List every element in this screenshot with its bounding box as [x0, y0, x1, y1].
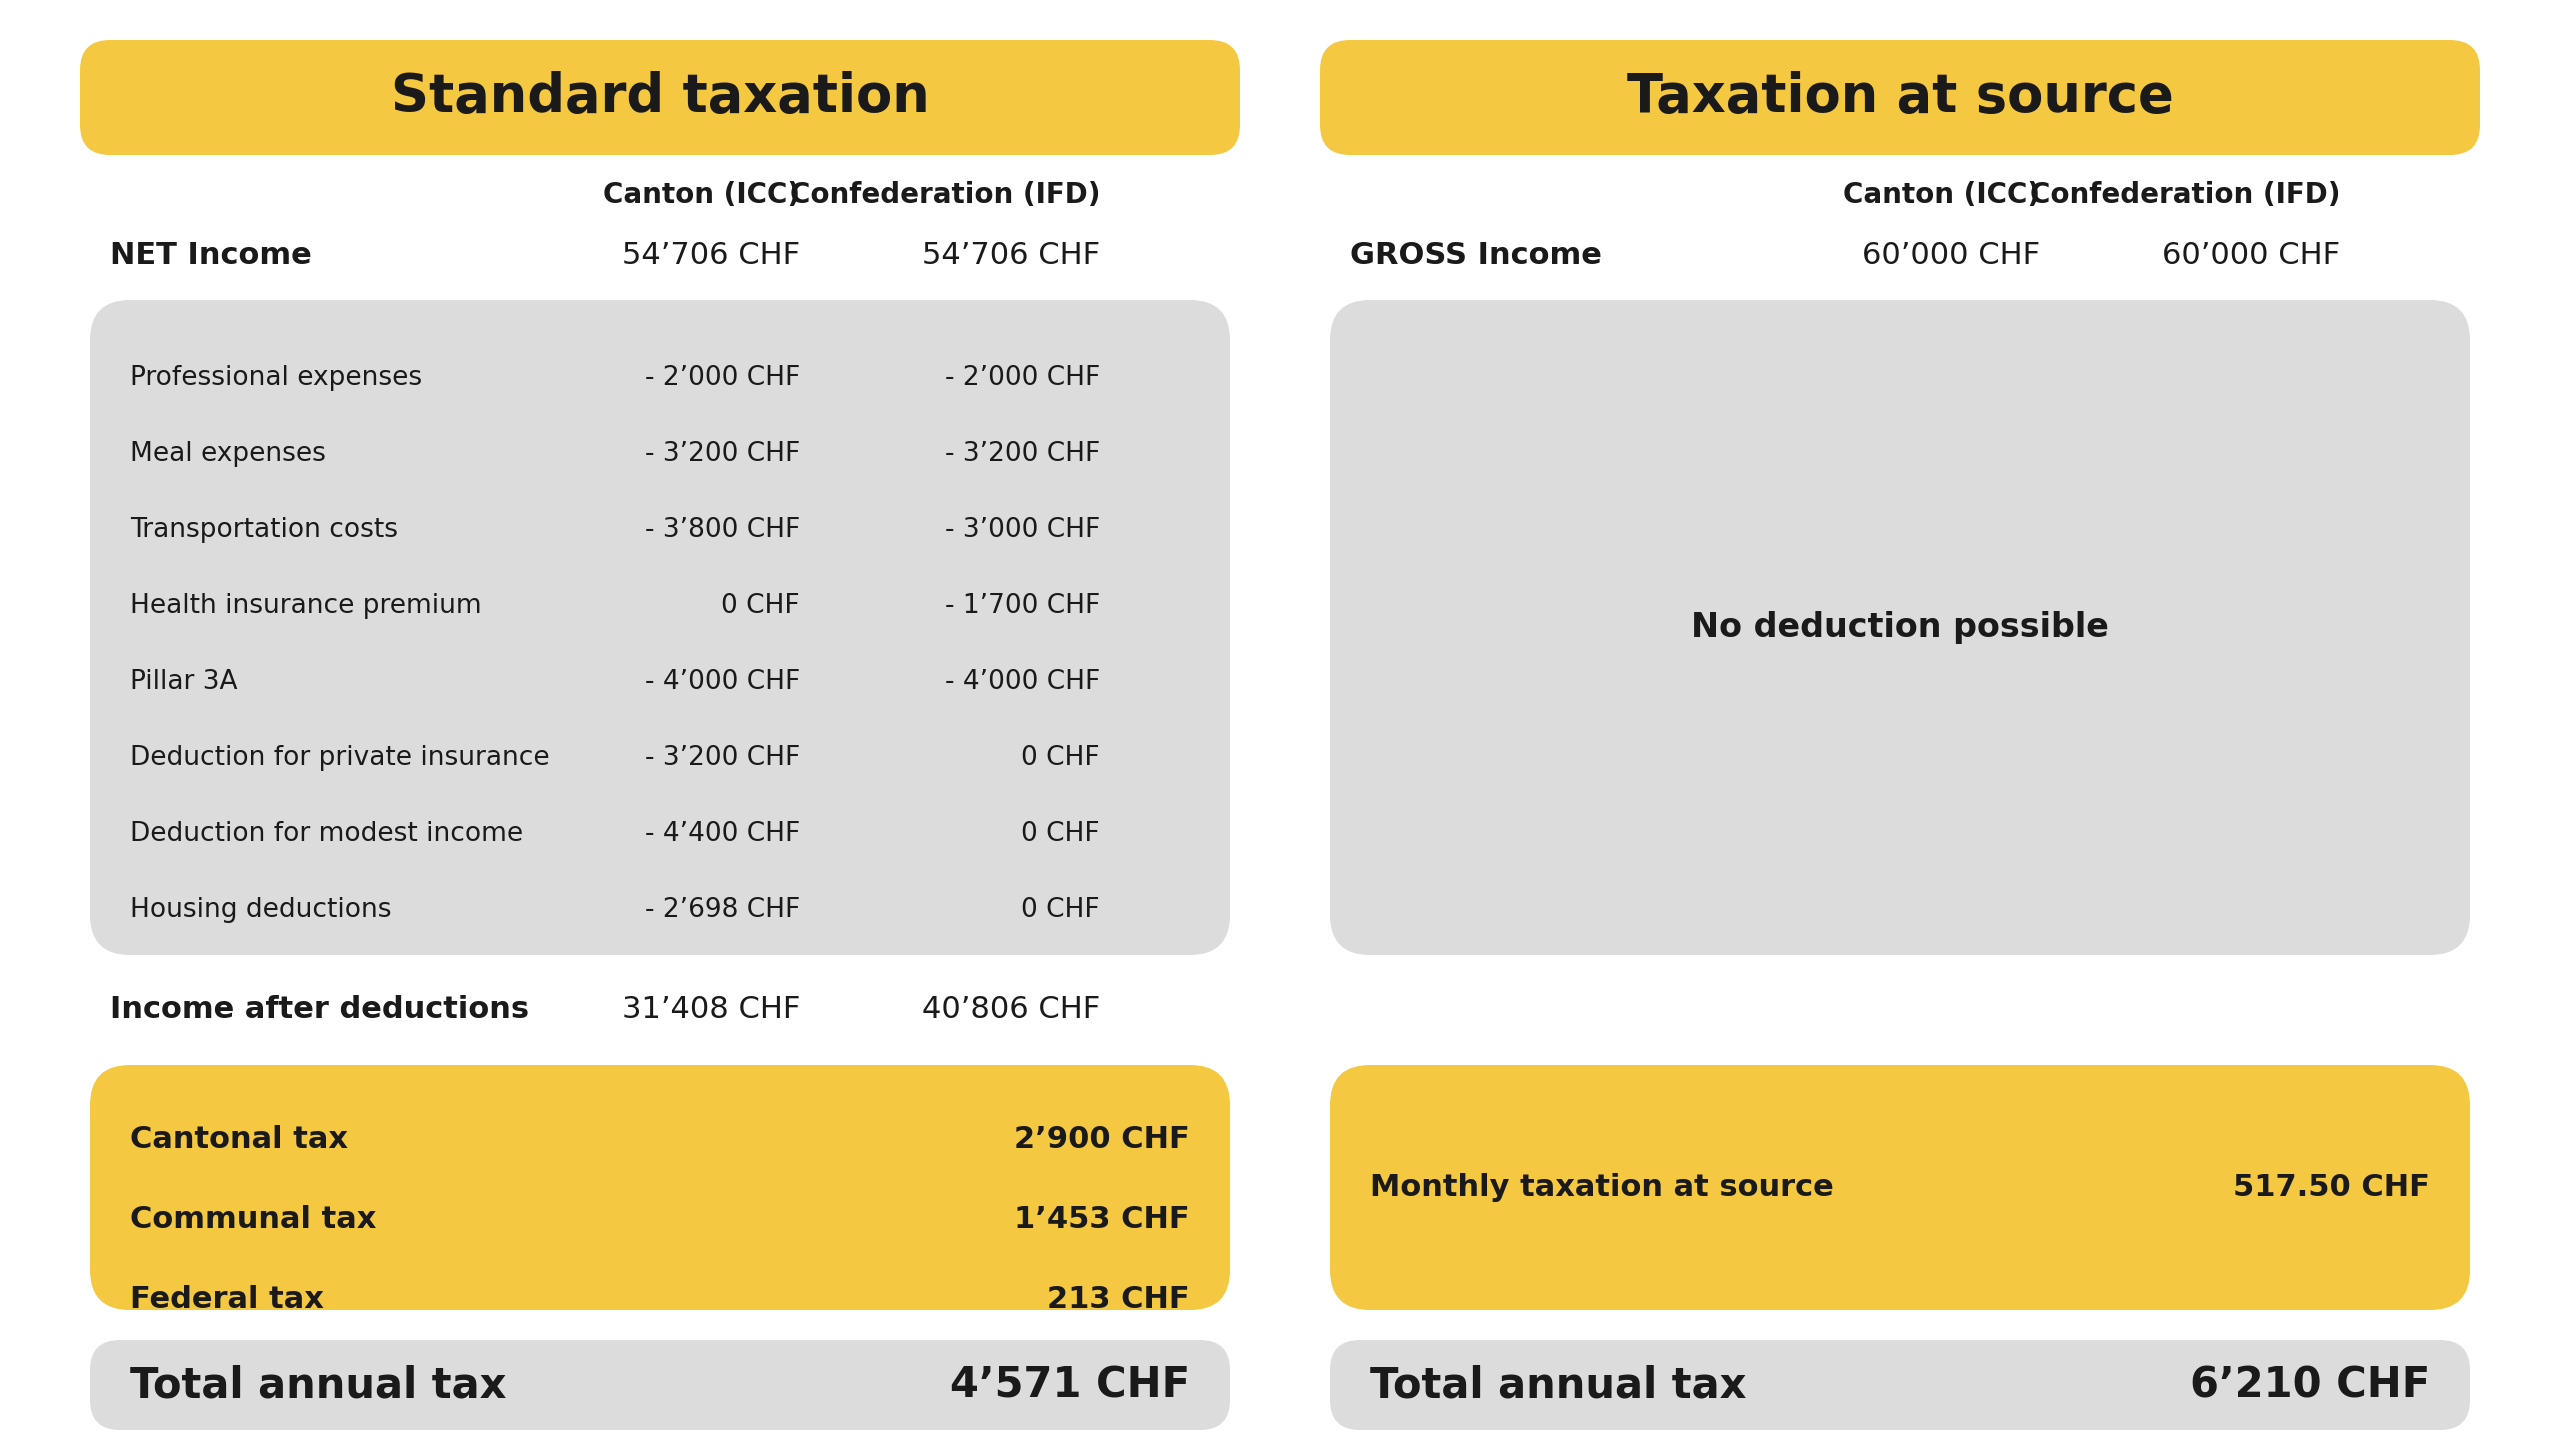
Text: Canton (ICC): Canton (ICC) [602, 181, 799, 208]
Text: - 1’700 CHF: - 1’700 CHF [945, 593, 1101, 619]
FancyBboxPatch shape [1331, 300, 2470, 955]
Text: 60’000 CHF: 60’000 CHF [2161, 240, 2340, 269]
Text: GROSS Income: GROSS Income [1349, 240, 1603, 269]
Text: Canton (ICC): Canton (ICC) [1843, 181, 2040, 208]
Text: - 2’000 CHF: - 2’000 CHF [645, 365, 799, 391]
Text: 0 CHF: 0 CHF [722, 593, 799, 619]
FancyBboxPatch shape [1321, 41, 2481, 155]
Text: - 4’400 CHF: - 4’400 CHF [645, 820, 799, 846]
Text: 54’706 CHF: 54’706 CHF [622, 240, 799, 269]
Text: Total annual tax: Total annual tax [131, 1365, 507, 1406]
FancyBboxPatch shape [1331, 1065, 2470, 1310]
Text: Meal expenses: Meal expenses [131, 441, 325, 467]
FancyBboxPatch shape [90, 300, 1229, 955]
Text: - 3’000 CHF: - 3’000 CHF [945, 517, 1101, 543]
Text: Transportation costs: Transportation costs [131, 517, 397, 543]
Text: - 3’800 CHF: - 3’800 CHF [645, 517, 799, 543]
Text: No deduction possible: No deduction possible [1692, 611, 2109, 644]
Text: - 4’000 CHF: - 4’000 CHF [945, 669, 1101, 695]
Text: 40’806 CHF: 40’806 CHF [922, 996, 1101, 1024]
Text: Income after deductions: Income after deductions [110, 996, 530, 1024]
FancyBboxPatch shape [79, 41, 1239, 155]
Text: 2’900 CHF: 2’900 CHF [1014, 1126, 1190, 1155]
Text: Cantonal tax: Cantonal tax [131, 1126, 348, 1155]
Text: - 3’200 CHF: - 3’200 CHF [645, 745, 799, 771]
Text: Health insurance premium: Health insurance premium [131, 593, 481, 619]
Text: Deduction for modest income: Deduction for modest income [131, 820, 522, 846]
Text: 4’571 CHF: 4’571 CHF [950, 1365, 1190, 1406]
Text: 54’706 CHF: 54’706 CHF [922, 240, 1101, 269]
Text: Professional expenses: Professional expenses [131, 365, 422, 391]
Text: 0 CHF: 0 CHF [1021, 897, 1101, 923]
Text: Monthly taxation at source: Monthly taxation at source [1370, 1174, 1833, 1202]
Text: - 3’200 CHF: - 3’200 CHF [945, 441, 1101, 467]
Text: 213 CHF: 213 CHF [1047, 1285, 1190, 1314]
Text: Pillar 3A: Pillar 3A [131, 669, 238, 695]
Text: Communal tax: Communal tax [131, 1205, 376, 1234]
Text: Standard taxation: Standard taxation [392, 71, 929, 123]
Text: Deduction for private insurance: Deduction for private insurance [131, 745, 550, 771]
FancyBboxPatch shape [90, 1065, 1229, 1310]
Text: 1’453 CHF: 1’453 CHF [1014, 1205, 1190, 1234]
Text: Taxation at source: Taxation at source [1626, 71, 2173, 123]
FancyBboxPatch shape [1331, 1340, 2470, 1430]
Text: 60’000 CHF: 60’000 CHF [1861, 240, 2040, 269]
Text: Total annual tax: Total annual tax [1370, 1365, 1746, 1406]
Text: 31’408 CHF: 31’408 CHF [622, 996, 799, 1024]
Text: - 2’698 CHF: - 2’698 CHF [645, 897, 799, 923]
Text: 6’210 CHF: 6’210 CHF [2189, 1365, 2429, 1406]
FancyBboxPatch shape [90, 1340, 1229, 1430]
Text: - 4’000 CHF: - 4’000 CHF [645, 669, 799, 695]
Text: 0 CHF: 0 CHF [1021, 820, 1101, 846]
Text: - 2’000 CHF: - 2’000 CHF [945, 365, 1101, 391]
Text: NET Income: NET Income [110, 240, 312, 269]
Text: Confederation (IFD): Confederation (IFD) [2030, 181, 2340, 208]
Text: - 3’200 CHF: - 3’200 CHF [645, 441, 799, 467]
Text: Federal tax: Federal tax [131, 1285, 325, 1314]
Text: Confederation (IFD): Confederation (IFD) [788, 181, 1101, 208]
Text: 0 CHF: 0 CHF [1021, 745, 1101, 771]
Text: Housing deductions: Housing deductions [131, 897, 392, 923]
Text: 517.50 CHF: 517.50 CHF [2232, 1174, 2429, 1202]
